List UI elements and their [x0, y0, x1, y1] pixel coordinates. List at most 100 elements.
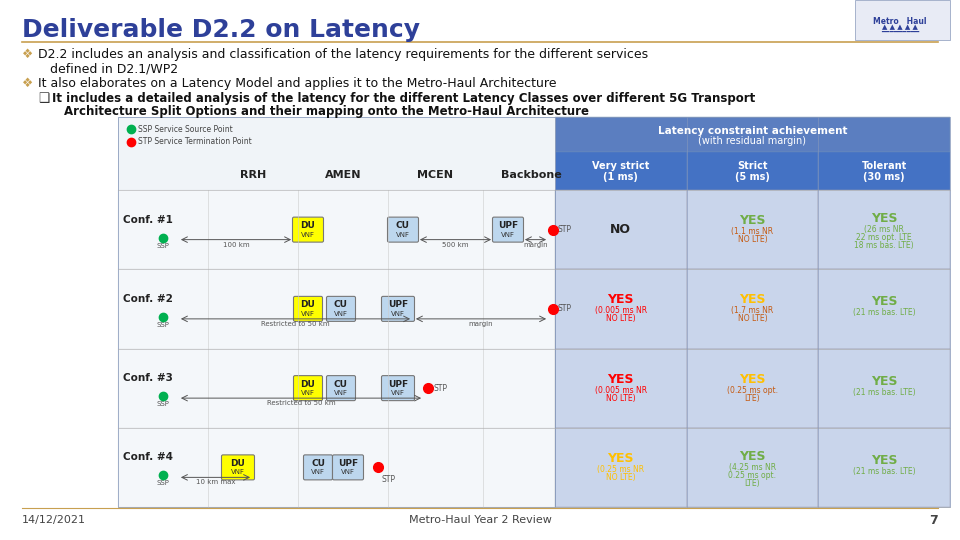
Text: CU: CU	[396, 221, 410, 230]
Text: (1.7 ms NR: (1.7 ms NR	[732, 306, 774, 315]
Text: SSP: SSP	[156, 401, 169, 407]
Text: 500 km: 500 km	[443, 241, 468, 248]
Text: UPF: UPF	[388, 300, 408, 309]
Text: NO LTE): NO LTE)	[737, 235, 767, 244]
Text: (0.005 ms NR: (0.005 ms NR	[595, 306, 647, 315]
Bar	[118, 348, 555, 428]
Bar	[686, 428, 818, 507]
Text: It includes a detailed analysis of the latency for the different Latency Classes: It includes a detailed analysis of the l…	[52, 92, 756, 105]
FancyBboxPatch shape	[294, 296, 323, 321]
Bar	[818, 348, 950, 428]
Text: (1 ms): (1 ms)	[604, 172, 638, 182]
Bar	[555, 269, 686, 348]
Text: (0.25 ms NR: (0.25 ms NR	[597, 465, 644, 474]
Text: SSP Service Source Point: SSP Service Source Point	[138, 125, 232, 133]
Text: VNF: VNF	[334, 311, 348, 317]
Text: DU: DU	[230, 459, 246, 468]
Text: Tolerant: Tolerant	[861, 161, 907, 171]
Text: VNF: VNF	[231, 469, 245, 475]
Text: CU: CU	[311, 459, 325, 468]
Text: (21 ms bas. LTE): (21 ms bas. LTE)	[852, 388, 916, 396]
Text: 7: 7	[929, 514, 938, 526]
Text: STP Service Termination Point: STP Service Termination Point	[138, 138, 252, 146]
Bar	[118, 428, 555, 507]
Text: NO LTE): NO LTE)	[606, 394, 636, 403]
Text: YES: YES	[871, 212, 898, 225]
Bar	[555, 117, 950, 152]
Text: margin: margin	[468, 321, 493, 327]
Text: VNF: VNF	[301, 390, 315, 396]
Text: ❖: ❖	[22, 48, 34, 61]
Text: (1.1 ms NR: (1.1 ms NR	[732, 227, 774, 236]
Text: NO LTE): NO LTE)	[606, 314, 636, 323]
Text: (21 ms bas. LTE): (21 ms bas. LTE)	[852, 308, 916, 318]
Text: NO: NO	[611, 223, 632, 236]
Text: YES: YES	[608, 293, 635, 306]
Bar	[555, 348, 686, 428]
Bar	[818, 190, 950, 269]
Text: Strict: Strict	[737, 161, 768, 171]
Text: STP: STP	[558, 225, 572, 234]
Bar	[686, 190, 818, 269]
Text: YES: YES	[871, 454, 898, 467]
Text: (0.25 ms opt.: (0.25 ms opt.	[727, 386, 778, 395]
Text: Conf. #1: Conf. #1	[123, 214, 173, 225]
Text: YES: YES	[871, 295, 898, 308]
Text: (26 ms NR: (26 ms NR	[864, 225, 904, 234]
Text: VNF: VNF	[334, 390, 348, 396]
Text: UPF: UPF	[498, 221, 518, 230]
Text: YES: YES	[739, 293, 766, 306]
Text: ▲ ▲ ▲ ▲ ▲: ▲ ▲ ▲ ▲ ▲	[882, 24, 918, 30]
Text: D2.2 includes an analysis and classification of the latency requirements for the: D2.2 includes an analysis and classifica…	[38, 48, 648, 61]
Text: DU: DU	[300, 380, 316, 389]
Bar	[855, 0, 950, 40]
Text: DU: DU	[300, 221, 316, 230]
Text: VNF: VNF	[396, 232, 410, 238]
FancyBboxPatch shape	[492, 217, 523, 242]
Text: 0.25 ms opt.: 0.25 ms opt.	[729, 471, 777, 480]
Text: YES: YES	[871, 375, 898, 388]
FancyBboxPatch shape	[381, 376, 415, 401]
Bar	[555, 152, 686, 190]
Text: VNF: VNF	[341, 469, 355, 475]
Text: Conf. #4: Conf. #4	[123, 453, 173, 462]
Bar	[555, 117, 950, 507]
Text: (30 ms): (30 ms)	[863, 172, 905, 182]
Text: Very strict: Very strict	[592, 161, 650, 171]
Bar	[555, 190, 686, 269]
Text: STP: STP	[382, 475, 396, 484]
Text: YES: YES	[739, 373, 766, 386]
Text: 100 km: 100 km	[223, 241, 250, 248]
Text: ━━━━━━━━━: ━━━━━━━━━	[881, 29, 919, 35]
Bar	[686, 348, 818, 428]
Text: LTE): LTE)	[745, 394, 760, 403]
Text: ❖: ❖	[22, 77, 34, 90]
Text: (5 ms): (5 ms)	[735, 172, 770, 182]
Text: It also elaborates on a Latency Model and applies it to the Metro-Haul Architect: It also elaborates on a Latency Model an…	[38, 77, 557, 90]
Text: Metro-Haul Year 2 Review: Metro-Haul Year 2 Review	[409, 515, 551, 525]
Bar	[818, 428, 950, 507]
Text: LTE): LTE)	[745, 479, 760, 488]
Text: 14/12/2021: 14/12/2021	[22, 515, 86, 525]
FancyBboxPatch shape	[326, 296, 355, 321]
FancyBboxPatch shape	[303, 455, 332, 480]
FancyBboxPatch shape	[381, 296, 415, 321]
Text: margin: margin	[523, 241, 548, 248]
Bar	[118, 117, 555, 507]
Text: DU: DU	[300, 300, 316, 309]
Text: UPF: UPF	[338, 459, 358, 468]
Text: CU: CU	[334, 380, 348, 389]
FancyBboxPatch shape	[332, 455, 364, 480]
Text: VNF: VNF	[391, 311, 405, 317]
Text: SSP: SSP	[156, 481, 169, 487]
Text: VNF: VNF	[501, 232, 515, 238]
Text: NO LTE): NO LTE)	[737, 314, 767, 323]
Text: 18 ms bas. LTE): 18 ms bas. LTE)	[854, 241, 914, 250]
Bar	[818, 269, 950, 348]
Text: Restricted to 50 km: Restricted to 50 km	[267, 400, 335, 406]
Text: STP: STP	[558, 305, 572, 313]
Text: UPF: UPF	[388, 380, 408, 389]
Text: defined in D2.1/WP2: defined in D2.1/WP2	[50, 62, 179, 75]
Text: RRH: RRH	[240, 170, 266, 180]
Text: Conf. #2: Conf. #2	[123, 294, 173, 304]
